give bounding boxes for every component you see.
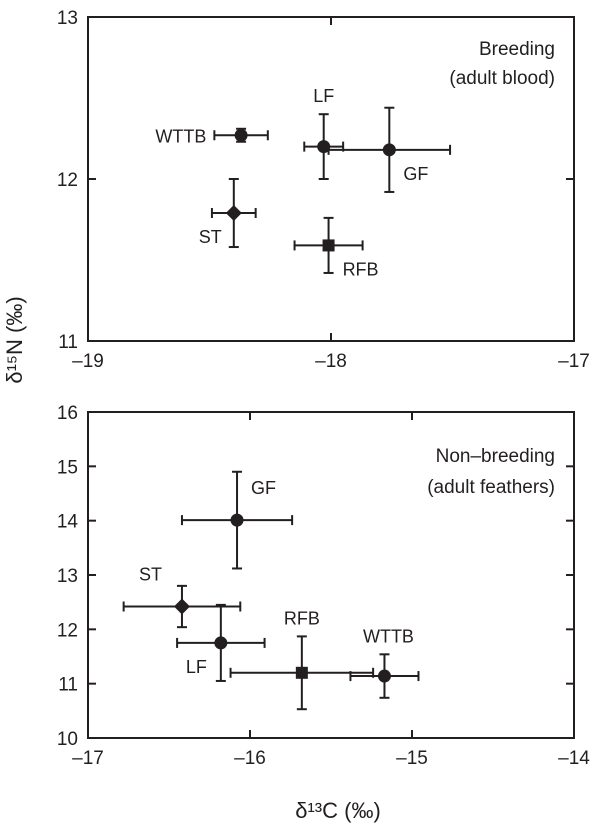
x-tick-label: –16 (234, 748, 266, 769)
y-tick-label: 11 (58, 332, 78, 353)
y-axis-label: δ¹⁵N (‰) (2, 296, 27, 383)
y-tick-label: 10 (57, 729, 78, 750)
point-label: GF (251, 478, 276, 498)
x-tick-label: –19 (72, 351, 104, 372)
data-point-rfb: RFB (293, 216, 379, 279)
point-label: WTTB (363, 626, 414, 646)
data-point-lf: LF (176, 603, 266, 682)
x-tick-label: –15 (396, 748, 428, 769)
data-point-wttb: WTTB (155, 126, 269, 146)
y-tick-label: 13 (57, 566, 78, 587)
circle-marker (214, 636, 228, 650)
circle-marker (382, 143, 396, 157)
circle-marker (230, 513, 244, 527)
panel-annotation: Non–breeding (436, 446, 555, 467)
point-label: RFB (284, 608, 320, 628)
x-tick-label: –14 (558, 748, 590, 769)
circle-marker (317, 140, 331, 154)
point-label: ST (199, 227, 222, 247)
y-tick-label: 11 (58, 675, 78, 696)
point-label: LF (313, 86, 334, 106)
circle-marker (234, 128, 248, 142)
y-tick-label: 13 (57, 8, 78, 29)
point-label: LF (186, 657, 207, 677)
diamond-marker (173, 598, 190, 615)
y-tick-label: 12 (57, 620, 78, 641)
panel-annotation: Breeding (479, 39, 555, 60)
data-point-lf: LF (303, 86, 345, 180)
circle-marker (377, 669, 391, 683)
square-marker (295, 666, 308, 679)
data-point-wttb: WTTB (349, 626, 420, 699)
x-tick-label: –18 (315, 351, 347, 372)
y-tick-label: 16 (57, 403, 78, 424)
data-point-st: ST (122, 565, 242, 629)
breeding-panel: –19 –18 –17 11 12 13 Breeding (adult blood) WTTB… (57, 8, 590, 372)
diamond-marker (225, 205, 242, 222)
point-label: ST (139, 565, 162, 585)
data-point-gf: GF (327, 106, 452, 193)
point-label: GF (403, 164, 428, 184)
square-marker (322, 239, 335, 252)
data-point-st: ST (199, 178, 257, 249)
x-tick-label: –17 (558, 351, 590, 372)
y-tick-label: 14 (57, 512, 79, 533)
data-point-gf: GF (180, 470, 294, 570)
plot-frame (87, 16, 575, 342)
point-label: RFB (343, 259, 379, 279)
x-axis-label: δ¹³C (‰) (295, 798, 381, 823)
data-point-rfb: RFB (229, 608, 375, 711)
y-tick-label: 15 (57, 457, 78, 478)
panel-annotation: (adult blood) (449, 68, 555, 89)
x-tick-label: –17 (72, 748, 104, 769)
point-label: WTTB (155, 126, 206, 146)
panel-annotation: (adult feathers) (427, 477, 555, 498)
non-breeding-panel: –17 –16 –15 –14 10 11 12 13 14 15 16 Non–breeding (a… (57, 403, 590, 769)
y-tick-label: 12 (57, 170, 78, 191)
